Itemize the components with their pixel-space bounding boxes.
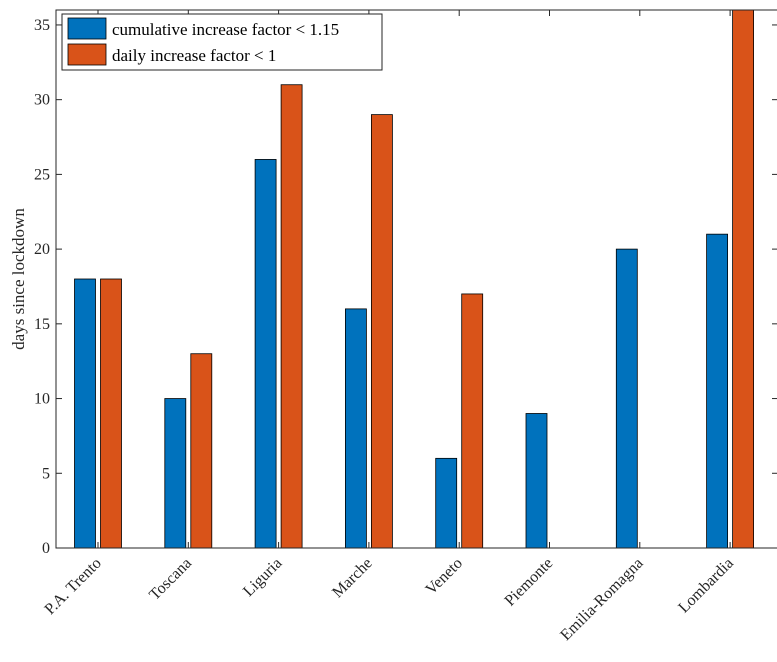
x-tick-label: P.A. Trento [42, 555, 105, 618]
bar-cumulative-marche [344, 308, 367, 549]
x-tick-label: Liguria [240, 555, 285, 600]
x-tick-label: Lombardia [675, 555, 737, 617]
x-tick-label: Toscana [146, 555, 195, 604]
x-tick-label: Piemonte [502, 555, 557, 610]
bar-daily-p-a-trento [100, 278, 122, 549]
y-axis: 0 5 10 15 20 25 30 35 [34, 17, 777, 557]
x-tick-label: Veneto [423, 555, 466, 598]
bar-cumulative-lombardia [706, 233, 728, 549]
bar-cumulative-emilia-romagna [615, 248, 638, 549]
legend-label-daily: daily increase factor < 1 [112, 46, 276, 65]
bar-daily-liguria [280, 84, 303, 549]
y-tick-label: 25 [34, 166, 50, 183]
bar-cumulative-piemonte [525, 413, 548, 549]
y-tick-label: 10 [34, 391, 50, 408]
bar-cumulative-veneto [435, 457, 458, 549]
legend-swatch-cumulative [67, 17, 107, 40]
bars-layer [74, 9, 754, 549]
legend-swatch-daily [67, 43, 107, 66]
plot-frame [55, 9, 777, 549]
legend-label-cumulative: cumulative increase factor < 1.15 [112, 20, 339, 39]
legend-box [61, 13, 383, 71]
y-tick-label: 0 [42, 540, 50, 557]
legend: cumulative increase factor < 1.15 daily … [61, 13, 383, 71]
x-tick-label: Marche [329, 555, 376, 602]
bar-daily-marche [370, 114, 393, 549]
bar-daily-toscana [190, 353, 213, 549]
bar-cumulative-p-a-trento [74, 278, 96, 549]
bar-daily-veneto [461, 293, 484, 549]
bar-daily-lombardia [732, 9, 754, 549]
bar-cumulative-toscana [164, 398, 187, 549]
y-tick-label: 15 [34, 316, 50, 333]
y-tick-label: 20 [34, 241, 50, 258]
y-tick-label: 30 [34, 92, 50, 109]
y-tick-label: 35 [34, 17, 50, 34]
y-tick-label: 5 [42, 465, 50, 482]
y-axis-label: days since lockdown [9, 208, 28, 350]
x-tick-label: Emilia-Romagna [557, 555, 646, 644]
bar-cumulative-liguria [254, 159, 277, 549]
